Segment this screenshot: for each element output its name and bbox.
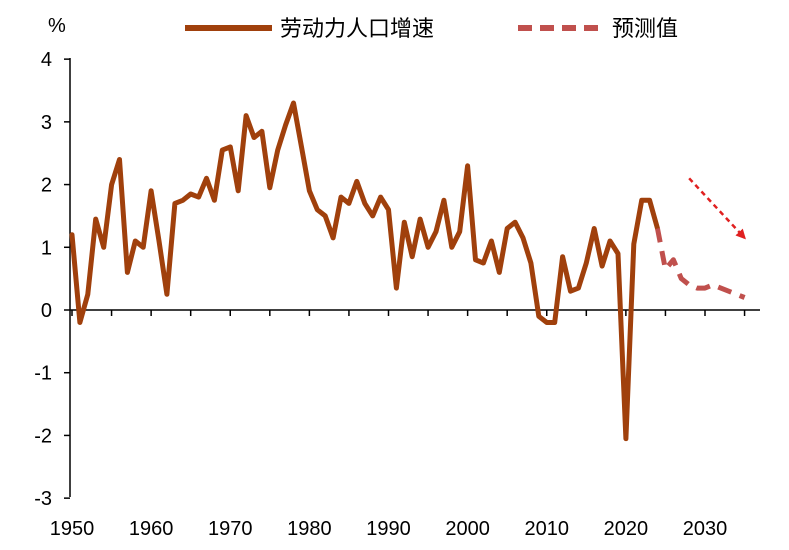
y-tick-labels: 4 3 2 1 0 -1 -2 -3 bbox=[34, 49, 52, 510]
y-tick-label: -3 bbox=[34, 488, 52, 510]
y-tick-label: 3 bbox=[41, 112, 52, 134]
x-tick-label: 1980 bbox=[287, 518, 332, 540]
x-tick-label: 2030 bbox=[683, 518, 728, 540]
y-tick-label: -2 bbox=[34, 425, 52, 447]
x-tick-label: 2010 bbox=[525, 518, 570, 540]
y-tick-label: 2 bbox=[41, 175, 52, 197]
y-unit-label: % bbox=[48, 15, 66, 37]
x-tick-label: 2000 bbox=[445, 518, 490, 540]
series-line-labor-growth bbox=[69, 100, 660, 442]
y-tick-label: -1 bbox=[34, 363, 52, 385]
x-tick-labels: 1950 1960 1970 1980 1990 2000 2010 2020 2030 bbox=[50, 518, 728, 540]
y-tick-label: 1 bbox=[41, 237, 52, 259]
axes bbox=[64, 58, 760, 499]
annotation-layer bbox=[688, 177, 746, 240]
y-tick-label: 0 bbox=[41, 300, 52, 322]
series-line-forecast bbox=[655, 228, 746, 300]
legend-label-forecast: 预测值 bbox=[612, 17, 678, 42]
x-tick-label: 1960 bbox=[129, 518, 174, 540]
y-tick-label: 4 bbox=[41, 49, 52, 71]
series-layer bbox=[69, 100, 746, 442]
legend-label-labor-growth: 劳动力人口增速 bbox=[280, 17, 434, 42]
x-tick-label: 1990 bbox=[366, 518, 411, 540]
trend-down-arrow bbox=[688, 177, 746, 240]
x-tick-label: 1950 bbox=[50, 518, 95, 540]
legend: 劳动力人口增速 预测值 bbox=[185, 17, 678, 42]
x-tick-label: 2020 bbox=[604, 518, 649, 540]
x-tick-label: 1970 bbox=[208, 518, 253, 540]
